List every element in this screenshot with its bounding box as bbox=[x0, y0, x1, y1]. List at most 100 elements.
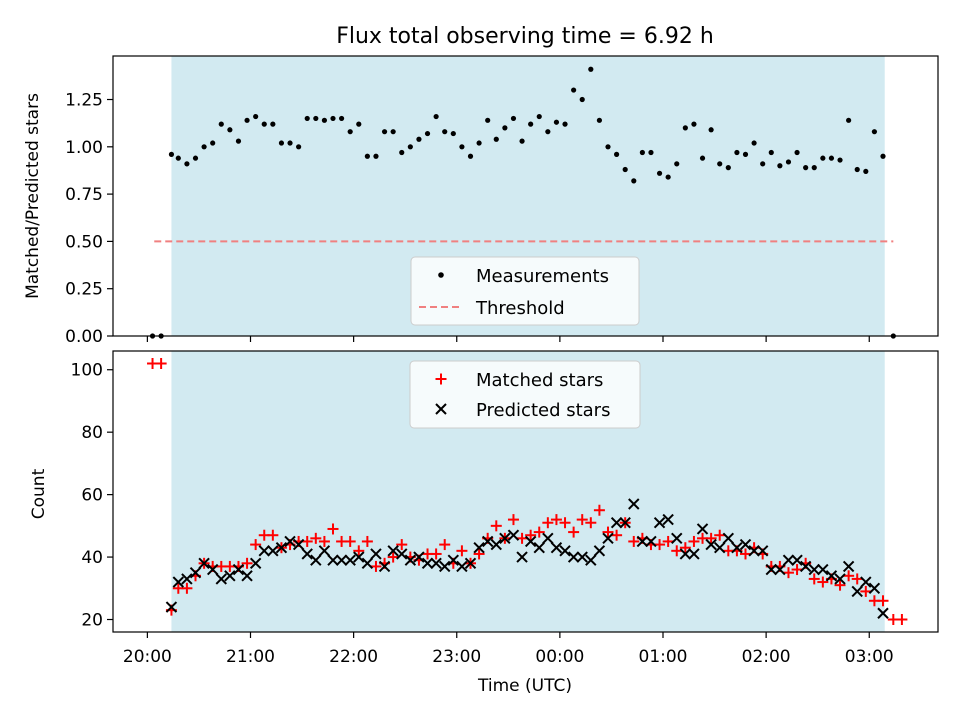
measurement-point bbox=[871, 129, 878, 135]
predicted-star-point bbox=[396, 548, 408, 560]
matched-star-point bbox=[490, 520, 502, 532]
measurement-point bbox=[742, 151, 749, 157]
predicted-star-point bbox=[722, 532, 735, 545]
bottom-x-tick-label: 00:00 bbox=[535, 647, 584, 667]
bottom-x-tick-label: 22:00 bbox=[329, 647, 378, 667]
measurement-point bbox=[227, 127, 233, 133]
measurement-point bbox=[450, 130, 456, 137]
matched-star-point bbox=[782, 567, 794, 579]
matched-star-point bbox=[310, 532, 322, 544]
predicted-star-point bbox=[688, 548, 700, 560]
predicted-star-point bbox=[413, 551, 425, 563]
legend-measurements-label: Measurements bbox=[476, 266, 609, 287]
matched-star-point bbox=[860, 585, 872, 597]
predicted-star-point bbox=[292, 538, 305, 551]
bottom-y-tick-label: 40 bbox=[81, 548, 103, 568]
measurement-point bbox=[725, 165, 731, 171]
predicted-star-point bbox=[439, 560, 451, 573]
matched-star-point bbox=[705, 532, 717, 544]
matched-star-point bbox=[181, 582, 193, 594]
predicted-star-point bbox=[507, 529, 520, 541]
measurement-point bbox=[656, 170, 663, 176]
matched-star-point bbox=[456, 545, 468, 557]
predicted-star-point bbox=[731, 541, 743, 554]
matched-star-point bbox=[370, 560, 382, 572]
predicted-star-point bbox=[834, 573, 846, 585]
measurement-point bbox=[192, 155, 199, 161]
legend-predicted-marker bbox=[435, 403, 447, 415]
bottom-y-tick-label: 80 bbox=[81, 423, 103, 443]
chart-title: Flux total observing time = 6.92 h bbox=[336, 24, 714, 49]
measurement-point bbox=[751, 140, 757, 146]
predicted-star-point bbox=[851, 585, 863, 598]
measurement-point bbox=[304, 115, 310, 122]
measurement-point bbox=[459, 144, 465, 150]
top-y-tick-label: 0.75 bbox=[65, 185, 103, 205]
predicted-star-point bbox=[258, 545, 270, 557]
matched-star-point bbox=[602, 526, 614, 538]
matched-star-point bbox=[714, 529, 726, 541]
predicted-star-point bbox=[842, 560, 855, 573]
predicted-star-point bbox=[765, 563, 777, 576]
matched-star-point bbox=[516, 532, 528, 544]
measurement-point bbox=[519, 138, 525, 144]
measurement-point bbox=[639, 149, 645, 156]
predicted-star-point bbox=[739, 538, 752, 551]
predicted-star-point bbox=[421, 557, 434, 570]
measurement-point bbox=[313, 115, 319, 122]
predicted-star-point bbox=[610, 517, 623, 529]
matched-star-point bbox=[679, 542, 691, 554]
matched-star-point bbox=[507, 514, 519, 526]
measurement-point bbox=[510, 115, 517, 122]
bottom-y-tick-label: 100 bbox=[71, 361, 103, 381]
predicted-star-point bbox=[387, 545, 399, 557]
measurement-point bbox=[424, 130, 431, 137]
matched-star-point bbox=[877, 595, 889, 607]
measurement-point bbox=[613, 151, 620, 157]
predicted-star-point bbox=[714, 541, 726, 554]
measurement-point bbox=[777, 163, 783, 169]
predicted-star-point bbox=[533, 541, 545, 554]
measurement-point bbox=[553, 119, 560, 125]
predicted-star-point bbox=[310, 554, 322, 566]
matched-star-point bbox=[327, 523, 339, 535]
matched-star-point bbox=[559, 517, 571, 529]
predicted-star-point bbox=[189, 566, 202, 579]
predicted-star-point bbox=[576, 551, 588, 563]
predicted-star-point bbox=[172, 576, 185, 588]
predicted-star-point bbox=[636, 535, 649, 548]
top-y-tick-label: 1.00 bbox=[65, 138, 103, 158]
predicted-star-point bbox=[696, 523, 709, 535]
measurement-point bbox=[381, 129, 388, 135]
bottom-x-tick-label: 01:00 bbox=[639, 647, 688, 667]
measurement-point bbox=[416, 136, 422, 142]
predicted-star-point bbox=[808, 563, 820, 576]
matched-star-point bbox=[542, 517, 554, 529]
matched-star-point bbox=[791, 564, 803, 576]
measurement-point bbox=[373, 153, 379, 159]
measurement-point bbox=[846, 117, 852, 123]
predicted-star-point bbox=[817, 563, 829, 576]
measurement-point bbox=[296, 144, 302, 150]
top-legend-box bbox=[410, 256, 640, 326]
predicted-star-point bbox=[353, 551, 365, 563]
measurement-point bbox=[803, 165, 809, 171]
matched-star-point bbox=[671, 545, 683, 557]
predicted-star-point bbox=[567, 551, 580, 563]
matched-star-point bbox=[361, 535, 373, 547]
matched-star-point bbox=[611, 529, 623, 541]
predicted-star-point bbox=[619, 517, 631, 529]
measurement-point bbox=[278, 140, 285, 146]
measurement-point bbox=[854, 166, 860, 173]
matched-star-point bbox=[851, 573, 863, 585]
matched-star-point bbox=[155, 357, 167, 369]
matched-star-point bbox=[688, 535, 700, 547]
predicted-star-point bbox=[370, 548, 382, 560]
measurement-point bbox=[794, 149, 800, 156]
measurement-point bbox=[631, 178, 637, 184]
measurement-point bbox=[828, 155, 835, 161]
measurement-point bbox=[717, 161, 723, 167]
top-plot-frame bbox=[112, 55, 939, 337]
measurement-point bbox=[682, 125, 688, 131]
predicted-star-point bbox=[165, 601, 178, 613]
